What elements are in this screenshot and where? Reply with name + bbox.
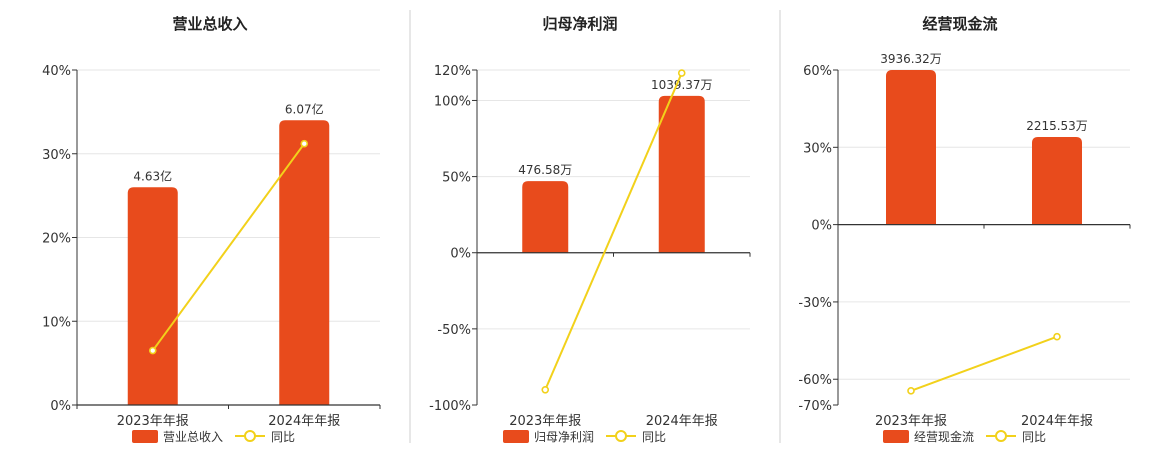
y-tick-label: 30% bbox=[803, 141, 832, 156]
y-tick-label: 60% bbox=[803, 64, 832, 79]
bar bbox=[658, 95, 705, 253]
legend-label: 经营现金流 bbox=[914, 429, 974, 444]
y-tick-label: 20% bbox=[42, 232, 71, 247]
line-series bbox=[151, 143, 306, 352]
line-point bbox=[541, 385, 550, 394]
legend-swatch-bar bbox=[883, 430, 909, 443]
y-tick-label: 40% bbox=[42, 64, 71, 79]
y-tick-label: 0% bbox=[50, 399, 71, 414]
y-tick-label: -60% bbox=[798, 373, 832, 388]
bar-data-label: 476.58万 bbox=[518, 163, 572, 177]
bar bbox=[522, 181, 569, 253]
line-series bbox=[544, 72, 683, 391]
chart-title: 营业总收入 bbox=[172, 15, 247, 33]
line-point bbox=[1053, 332, 1061, 341]
line-point bbox=[907, 387, 915, 395]
y-tick-label: 120% bbox=[434, 64, 471, 79]
chart-panel-3: 经营现金流 -70% -60% -30% 0% 30% 60% 3936.32万 2215.53… bbox=[798, 15, 1131, 444]
line-point bbox=[148, 346, 157, 355]
chart-panel-1: 营业总收入 0% 10% 20% 30% 40% 4.63亿 6.07亿 2023年年报 2024… bbox=[42, 15, 381, 444]
line-series bbox=[910, 335, 1058, 392]
legend-swatch-bar bbox=[503, 430, 529, 443]
legend-label: 同比 bbox=[271, 430, 295, 444]
y-tick-label: 50% bbox=[442, 171, 471, 186]
chart-title: 经营现金流 bbox=[922, 15, 997, 33]
y-tick-label: -50% bbox=[437, 323, 471, 338]
bar-data-label: 1039.37万 bbox=[651, 78, 713, 92]
bar bbox=[886, 70, 936, 225]
legend-swatch-bar bbox=[132, 430, 158, 443]
y-tick-label: 30% bbox=[42, 148, 71, 163]
y-tick-label: 0% bbox=[450, 247, 471, 262]
bar bbox=[127, 187, 178, 405]
y-tick-label: -70% bbox=[798, 399, 832, 414]
y-tick-label: 100% bbox=[434, 94, 471, 109]
legend-swatch-point bbox=[615, 430, 627, 442]
y-tick-label: -100% bbox=[429, 399, 471, 414]
bar-data-label: 4.63亿 bbox=[133, 168, 172, 183]
x-category-label: 2023年年报 bbox=[875, 414, 947, 429]
legend-swatch-point bbox=[995, 430, 1007, 442]
legend-label: 归母净利润 bbox=[534, 430, 594, 444]
x-category-label: 2023年年报 bbox=[509, 414, 581, 429]
bar-data-label: 3936.32万 bbox=[880, 52, 942, 66]
bar-data-label: 6.07亿 bbox=[285, 101, 324, 116]
bar-data-label: 2215.53万 bbox=[1026, 119, 1088, 133]
chart-title: 归母净利润 bbox=[542, 15, 617, 33]
bar bbox=[279, 120, 330, 405]
legend-label: 同比 bbox=[642, 430, 666, 444]
y-tick-label: 0% bbox=[811, 219, 832, 234]
x-category-label: 2024年年报 bbox=[646, 414, 718, 429]
line-point bbox=[677, 69, 686, 77]
x-category-label: 2024年年报 bbox=[1021, 414, 1093, 429]
bar bbox=[1032, 137, 1082, 225]
legend-label: 同比 bbox=[1022, 430, 1046, 444]
y-tick-label: -30% bbox=[798, 296, 832, 311]
legend-label: 营业总收入 bbox=[163, 430, 223, 444]
legend-swatch-point bbox=[244, 430, 256, 442]
x-category-label: 2023年年报 bbox=[117, 414, 189, 429]
chart-panel-2: 归母净利润 -100% -50% 0% 50% 100% 120% 476.58万 1039.3… bbox=[429, 15, 751, 444]
x-category-label: 2024年年报 bbox=[268, 414, 340, 429]
line-point bbox=[300, 139, 309, 148]
y-tick-label: 10% bbox=[42, 315, 71, 330]
